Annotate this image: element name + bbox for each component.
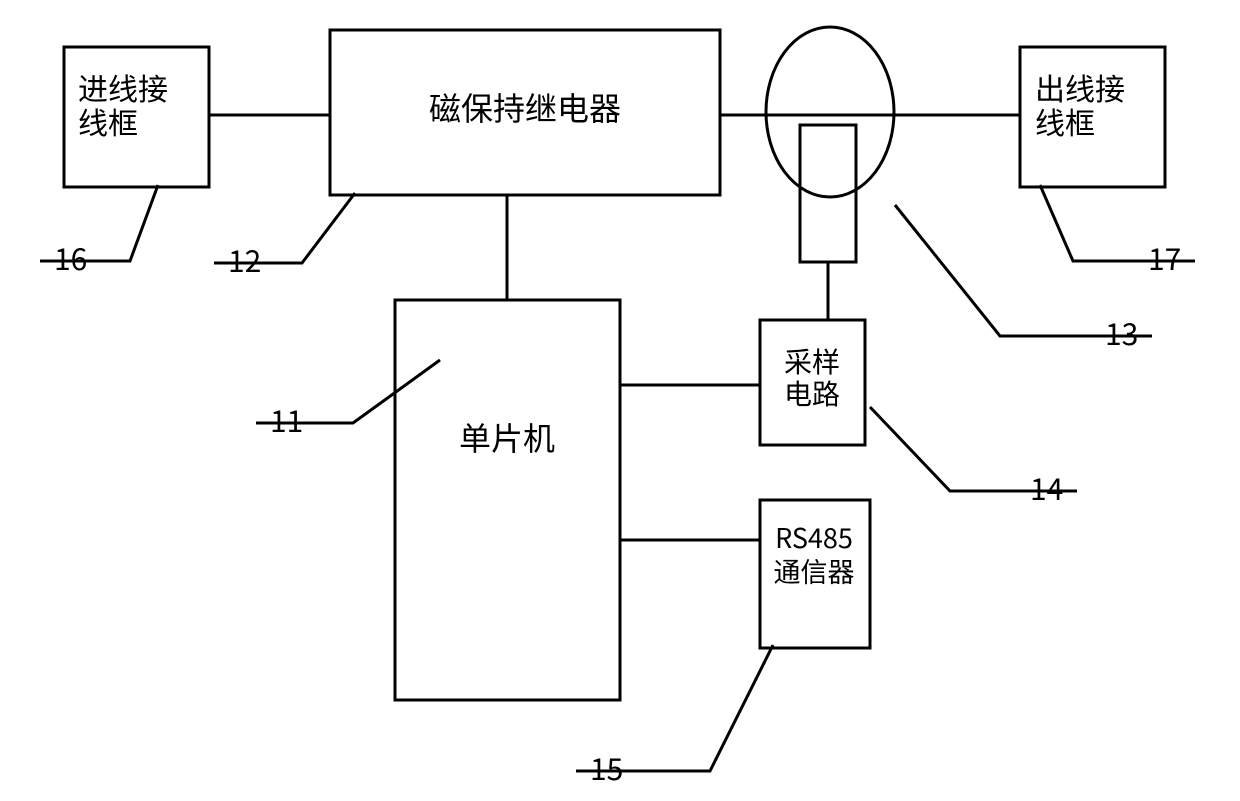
outlet-label-2: 线框 — [1035, 99, 1095, 143]
leader-num-11: 11 — [270, 397, 303, 441]
leader-num-15: 15 — [590, 745, 623, 789]
leader-num-17: 17 — [1148, 235, 1181, 279]
leader-num-14: 14 — [1030, 465, 1063, 509]
mcu-box — [395, 300, 620, 700]
leader-num-12: 12 — [228, 237, 261, 281]
relay-label: 磁保持继电器 — [429, 84, 621, 130]
rs485-label-2: 通信器 — [774, 551, 855, 590]
mcu-label: 单片机 — [459, 414, 555, 460]
sampler-label-2: 电路 — [784, 373, 840, 413]
inlet-label-2: 线框 — [78, 99, 138, 143]
leader-num-16: 16 — [54, 235, 87, 279]
leader-num-13: 13 — [1105, 310, 1138, 354]
